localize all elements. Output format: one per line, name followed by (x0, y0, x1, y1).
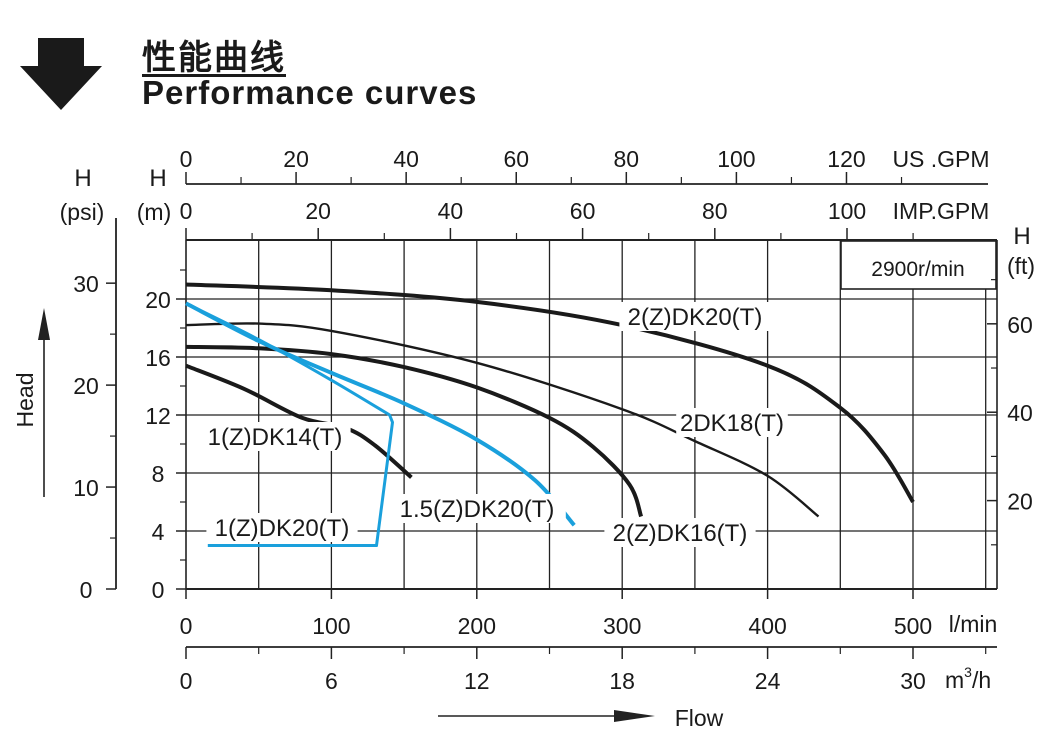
tick-label-lmin: 300 (603, 613, 641, 639)
series-label-bg (676, 408, 788, 437)
tick-label-impgpm: 100 (828, 198, 866, 224)
y-axis-ft-label-unit: (ft) (1007, 253, 1035, 279)
m3h-unit-tail: /h (972, 667, 991, 693)
tick-label-m: 16 (145, 345, 171, 371)
x-axis-m3h-unit: m3/h (945, 664, 991, 693)
series-label: 1(Z)DK14(T) (208, 424, 343, 451)
down-arrow-icon (20, 38, 102, 110)
tick-label-psi: 30 (73, 271, 99, 297)
tick-label-psi: 0 (80, 577, 93, 603)
tick-label-m: 4 (152, 519, 165, 545)
tick-label-lmin: 200 (458, 613, 496, 639)
tick-label-m3h: 30 (900, 668, 926, 694)
tick-label-m3h: 12 (464, 668, 490, 694)
tick-label-usgpm: 0 (180, 146, 193, 172)
series-label: 2(Z)DK20(T) (628, 304, 763, 331)
tick-label-ft: 40 (1007, 400, 1033, 426)
series-line (185, 363, 413, 479)
series-line (185, 322, 820, 518)
tick-label-usgpm: 60 (503, 146, 529, 172)
tick-label-m: 8 (152, 461, 165, 487)
chart-header: 性能曲线 Performance curves (0, 0, 1050, 120)
series-labels: 2(Z)DK20(T) 2DK18(T) 2(Z)DK16(T) 1(Z)DK14(T… (199, 302, 788, 547)
up-arrow-icon (38, 308, 50, 340)
tick-label-lmin: 0 (180, 613, 193, 639)
y-axis-ft-label-top: H (1013, 223, 1030, 250)
y-axis-m-label-unit: (m) (137, 199, 171, 225)
x-axis-impgpm-unit: IMP.GPM (893, 198, 990, 224)
x-axis-usgpm-unit: US .GPM (892, 146, 989, 172)
tick-label-usgpm: 120 (827, 146, 865, 172)
speed-box (840, 240, 997, 290)
speed-label: 2900r/min (871, 258, 964, 281)
series-label: 2DK18(T) (680, 410, 784, 437)
series-label-bg (619, 302, 771, 331)
chart-title-chinese: 性能曲线 (142, 38, 286, 78)
series-line (185, 301, 576, 527)
tick-label-m3h: 0 (180, 668, 193, 694)
tick-label-impgpm: 0 (180, 198, 193, 224)
tick-label-impgpm: 20 (305, 198, 331, 224)
tick-label-lmin: 400 (748, 613, 786, 639)
x-axis-lmin-unit: l/min (949, 611, 998, 637)
tick-label-ft: 60 (1007, 312, 1033, 338)
tick-label-usgpm: 40 (393, 146, 419, 172)
tick-label-psi: 10 (73, 475, 99, 501)
series-label: 1(Z)DK20(T) (215, 515, 350, 542)
chart-title: Performance curves (142, 74, 478, 111)
y-axis-psi-label-unit: (psi) (60, 199, 105, 225)
tick-label-usgpm: 80 (614, 146, 640, 172)
series-label-bg (388, 494, 566, 523)
series-line (185, 302, 394, 547)
m3h-unit-base: m (945, 667, 964, 693)
tick-label-m3h: 6 (325, 668, 338, 694)
tick-label-m3h: 18 (609, 668, 635, 694)
y-caption-head: Head (12, 373, 38, 428)
tick-label-m: 12 (145, 403, 171, 429)
series-label-bg (604, 518, 756, 547)
tick-label-impgpm: 60 (570, 198, 596, 224)
axes: 048121620H(m)0102030H(psi)204060H(ft)Hea… (12, 146, 1035, 731)
series-label: 1.5(Z)DK20(T) (400, 496, 555, 523)
tick-label-lmin: 500 (894, 613, 932, 639)
tick-label-impgpm: 40 (438, 198, 464, 224)
series-label: 2(Z)DK16(T) (613, 520, 748, 547)
y-axis-m-label-top: H (149, 165, 166, 192)
series-label-bg (206, 513, 358, 542)
tick-label-m: 0 (152, 577, 165, 603)
grid: 2900r/min (185, 239, 998, 590)
series-label-bg (199, 422, 351, 451)
tick-label-lmin: 100 (312, 613, 350, 639)
tick-label-m3h: 24 (755, 668, 781, 694)
m3h-unit-sup: 3 (964, 664, 972, 680)
y-axis-psi-label-top: H (74, 165, 91, 192)
tick-label-m: 20 (145, 287, 171, 313)
tick-label-usgpm: 100 (717, 146, 755, 172)
tick-label-psi: 20 (73, 373, 99, 399)
tick-label-ft: 20 (1007, 489, 1033, 515)
tick-label-impgpm: 80 (702, 198, 728, 224)
tick-label-usgpm: 20 (283, 146, 309, 172)
x-caption-flow: Flow (675, 705, 724, 731)
right-arrow-icon (614, 710, 655, 722)
